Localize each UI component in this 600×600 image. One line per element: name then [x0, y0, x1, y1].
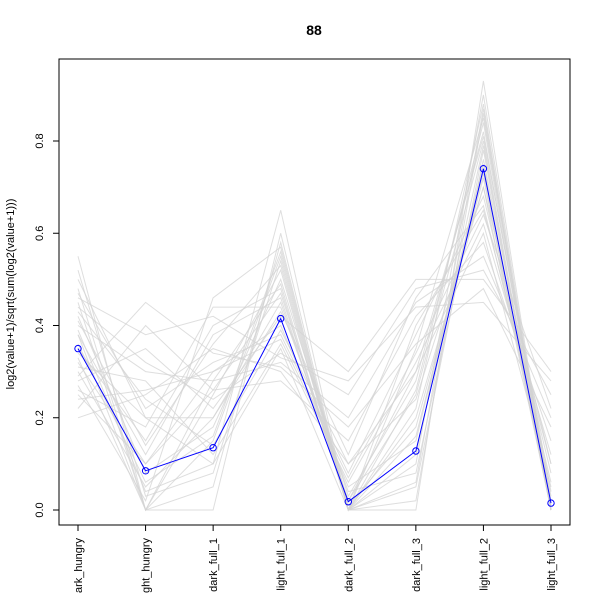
highlight-point: [412, 447, 420, 455]
x-tick-label: light_full_3: [546, 538, 558, 591]
y-tick-label: 0.2: [34, 410, 46, 425]
x-tick-label: dark_full_3: [411, 538, 423, 592]
background-series-line: [77, 208, 552, 512]
background-series-line: [77, 213, 552, 479]
highlight-point: [141, 467, 150, 475]
background-series-line: [77, 177, 552, 511]
background-series-line: [77, 255, 552, 419]
background-series-line: [77, 80, 552, 511]
background-series-line: [77, 122, 552, 512]
highlight-point: [277, 314, 285, 323]
background-series-line: [77, 222, 552, 484]
x-tick-label: dark_full_2: [343, 538, 355, 592]
y-tick-label: 0.0: [34, 502, 46, 517]
x-tick-label: light_full_1: [276, 538, 288, 591]
highlight-series-group: [74, 165, 555, 507]
background-series-line: [77, 103, 552, 512]
highlight-point: [547, 499, 555, 507]
y-tick-label: 0.8: [34, 133, 46, 148]
background-series-line: [77, 113, 552, 511]
background-series-line: [77, 269, 552, 400]
x-tick-label: ark_hungry: [73, 538, 85, 594]
highlight-point: [479, 165, 488, 173]
background-series-line: [77, 297, 552, 382]
highlight-point: [209, 444, 217, 452]
y-tick-label: 0.6: [34, 226, 46, 241]
x-tick-label: ght_hungry: [141, 538, 153, 594]
x-axis: ark_hungry ght_hungry dark_full_1 light_ful…: [73, 524, 558, 594]
highlight-series-line: [77, 168, 552, 504]
background-series-line: [77, 278, 552, 410]
highlight-point: [344, 498, 352, 506]
y-axis: 0.0 0.2 0.4 0.6 0.8: [34, 133, 60, 518]
x-tick-label: light_full_2: [478, 538, 490, 591]
highlight-point: [74, 344, 82, 353]
y-tick-label: 0.4: [34, 318, 46, 333]
background-series-line: [77, 185, 552, 465]
chart-title: 88: [306, 22, 322, 38]
x-tick-label: dark_full_1: [208, 538, 220, 592]
y-axis-label: log2(value+1)/sqrt(sum(log2(value+1))): [5, 199, 17, 390]
